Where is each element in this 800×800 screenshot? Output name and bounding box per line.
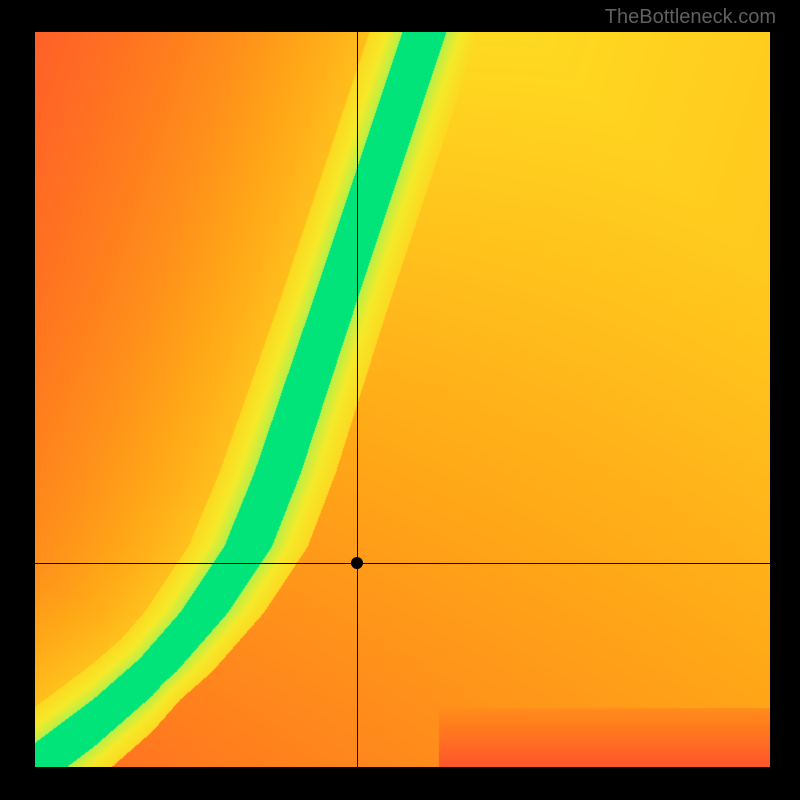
watermark-text: TheBottleneck.com	[605, 6, 776, 29]
crosshair-marker-dot	[351, 557, 363, 569]
crosshair-vertical	[357, 32, 358, 767]
plot-area	[35, 32, 770, 767]
heatmap-canvas	[35, 32, 770, 767]
crosshair-horizontal	[35, 563, 770, 564]
